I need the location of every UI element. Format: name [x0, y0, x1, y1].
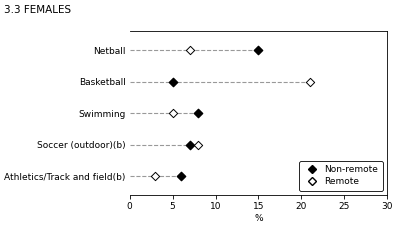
Legend: Non-remote, Remote: Non-remote, Remote — [299, 161, 383, 191]
Remote — [195, 143, 202, 147]
Non-remote — [255, 49, 262, 52]
Remote — [152, 174, 159, 178]
Remote — [307, 80, 313, 84]
Text: 3.3 FEMALES: 3.3 FEMALES — [4, 5, 71, 15]
Remote — [187, 49, 193, 52]
Remote — [170, 111, 176, 115]
X-axis label: %: % — [254, 214, 263, 223]
Non-remote — [170, 80, 176, 84]
Non-remote — [187, 143, 193, 147]
Non-remote — [178, 174, 184, 178]
Non-remote — [195, 111, 202, 115]
